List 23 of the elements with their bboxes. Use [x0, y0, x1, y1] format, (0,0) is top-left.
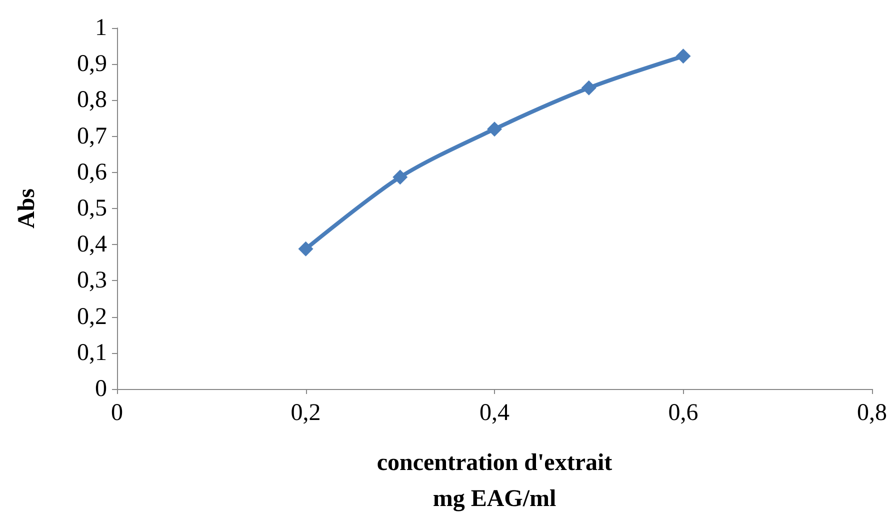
x-tick-label: 0,6 — [668, 400, 698, 426]
point — [581, 80, 596, 96]
y-tick-label: 0,9 — [77, 51, 107, 78]
y-tick-label: 0,3 — [77, 268, 107, 294]
point — [676, 48, 691, 64]
x-tick-label: 0,4 — [480, 400, 510, 426]
y-tick-label: 0,4 — [77, 232, 107, 258]
x-tick-label: 0 — [111, 400, 123, 426]
y-tick-label: 0,6 — [77, 159, 107, 186]
y-tick-label: 0,2 — [77, 304, 107, 330]
y-tick-label: 0,8 — [77, 87, 107, 114]
point — [487, 122, 502, 137]
y-axis-title: Abs — [14, 188, 40, 229]
y-tick-label: 0,7 — [77, 123, 107, 150]
y-tick-label: 0 — [95, 376, 107, 402]
x-axis-title: concentration d'extrait mg EAG/ml — [376, 450, 612, 512]
y-tick-label: 1 — [95, 15, 107, 41]
point — [298, 241, 314, 256]
y-tick-label: 0,1 — [77, 340, 107, 366]
x-tick-label: 0,2 — [290, 400, 321, 426]
x-tick-label: 0,8 — [857, 400, 887, 426]
point — [392, 170, 408, 185]
y-tick-label: 0,5 — [77, 196, 107, 222]
